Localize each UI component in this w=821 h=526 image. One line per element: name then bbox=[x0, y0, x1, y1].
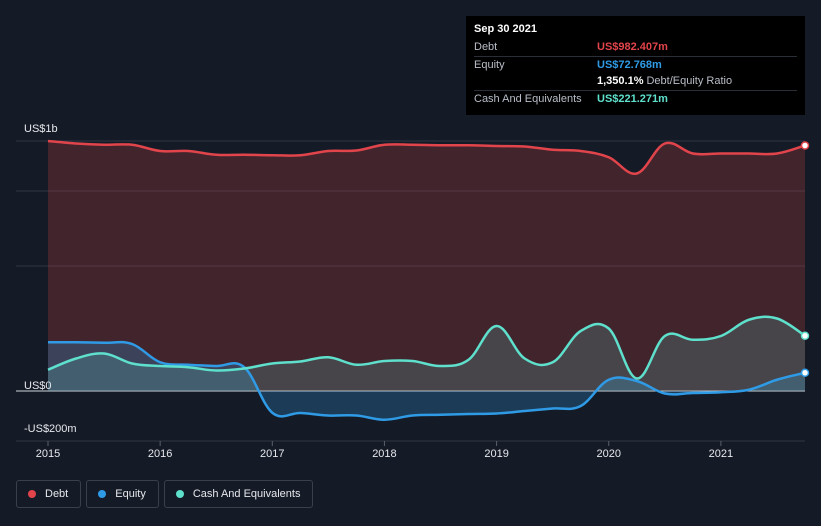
legend-item-cash[interactable]: Cash And Equivalents bbox=[163, 480, 314, 508]
legend-dot-icon bbox=[175, 490, 184, 498]
legend: Debt Equity Cash And Equivalents bbox=[16, 480, 314, 508]
area-equity bbox=[48, 342, 805, 420]
legend-label: Equity bbox=[115, 488, 146, 500]
x-tick-label: 2020 bbox=[596, 448, 620, 460]
line-equity bbox=[47, 340, 806, 421]
legend-dot-icon bbox=[98, 490, 107, 498]
area-debt bbox=[48, 141, 805, 391]
endpoint-equity bbox=[800, 368, 810, 377]
tooltip-row-equity: Equity US$72.768m bbox=[474, 55, 797, 74]
legend-item-debt[interactable]: Debt bbox=[16, 480, 82, 508]
tooltip-value-debt: US$982.407m bbox=[597, 41, 668, 53]
gridlines bbox=[16, 140, 805, 442]
x-tick-label: 2021 bbox=[709, 448, 733, 460]
y-axis-label-bottom: -US$200m bbox=[24, 423, 77, 435]
y-axis-label-zero: US$0 bbox=[24, 380, 52, 392]
legend-dot-icon bbox=[28, 490, 36, 498]
area-cash-and-equivalents bbox=[48, 316, 805, 391]
line-cash-and-equivalents bbox=[47, 315, 806, 380]
tooltip-label: Cash And Equivalents bbox=[474, 92, 582, 105]
tooltip-row-cash: Cash And Equivalents US$221.271m bbox=[474, 89, 797, 108]
series-endpoints bbox=[800, 141, 810, 377]
x-tick-label: 2018 bbox=[372, 448, 396, 460]
y-axis-label-top: US$1b bbox=[24, 123, 58, 135]
x-tick-label: 2019 bbox=[484, 448, 508, 460]
tooltip-value-equity: US$72.768m bbox=[597, 58, 662, 71]
tooltip-row-debt: Debt US$982.407m bbox=[474, 39, 797, 56]
tooltip-date: Sep 30 2021 bbox=[474, 23, 537, 35]
x-tick-label: 2017 bbox=[260, 448, 284, 460]
tooltip-value-ratio: 1,350.1% bbox=[597, 75, 644, 87]
endpoint-cash-and-equivalents bbox=[800, 331, 810, 340]
tooltip-label bbox=[474, 73, 597, 90]
legend-label: Cash And Equivalents bbox=[192, 488, 301, 500]
x-axis-ticks: 2015 2016 2017 2018 2019 2020 2021 bbox=[36, 441, 733, 460]
tooltip-label: Equity bbox=[474, 58, 505, 71]
x-tick-label: 2016 bbox=[148, 448, 172, 460]
tooltip-row-ratio: 1,350.1% Debt/Equity Ratio bbox=[474, 73, 797, 90]
tooltip-value-cash: US$221.271m bbox=[597, 92, 668, 105]
tooltip: Sep 30 2021 Debt US$982.407m Equity US$7… bbox=[466, 16, 805, 115]
series-areas bbox=[48, 141, 805, 420]
series-lines bbox=[47, 139, 806, 421]
tooltip-ratio-unit: Debt/Equity Ratio bbox=[646, 75, 733, 87]
legend-item-equity[interactable]: Equity bbox=[86, 480, 159, 508]
line-debt bbox=[47, 139, 806, 175]
legend-label: Debt bbox=[45, 488, 69, 500]
endpoint-debt bbox=[800, 141, 810, 150]
tooltip-label: Debt bbox=[474, 41, 498, 53]
x-tick-label: 2015 bbox=[36, 448, 60, 460]
